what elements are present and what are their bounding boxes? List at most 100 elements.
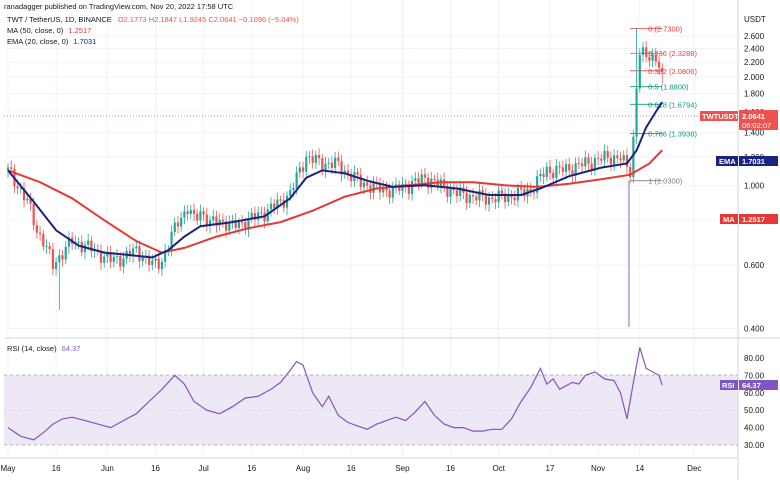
candle-body (574, 163, 577, 176)
candle-body (484, 194, 487, 205)
candle-body (189, 210, 192, 215)
candle-body (391, 186, 394, 198)
ma-legend-label[interactable]: MA (50, close, 0) (7, 26, 64, 35)
candle-body (205, 214, 208, 226)
candle-body (109, 252, 112, 263)
candle-body (475, 196, 478, 201)
time-tick-label: Jul (199, 464, 209, 473)
symbol-label[interactable]: TWT / TetherUS, 1D, BINANCE (7, 15, 112, 24)
candle-body (279, 199, 282, 201)
candle-body (22, 188, 26, 201)
candle-body (468, 195, 471, 203)
candle-body (135, 246, 138, 249)
candle-body (513, 197, 516, 201)
candle-body (115, 255, 119, 257)
fib-vertical-band (627, 180, 630, 327)
candle-body (645, 47, 648, 57)
candle-body (112, 256, 115, 263)
rsi-legend-label[interactable]: RSI (14, close) (7, 344, 57, 353)
candle-body (548, 166, 552, 173)
price-tag-countdown: 06:02:07 (742, 121, 771, 130)
candle-body (500, 190, 503, 194)
candle-body (257, 212, 260, 220)
rsi-tick-label: 80.00 (744, 354, 765, 363)
candle-body (593, 157, 596, 170)
candle-body (491, 197, 494, 200)
candle-body (394, 184, 398, 187)
candle-body (141, 257, 144, 262)
candle-body (106, 252, 109, 257)
rsi-tag-label: RSI (722, 381, 735, 390)
candle-body (629, 166, 632, 178)
candle-body (311, 156, 314, 163)
time-tick-label: 16 (446, 464, 455, 473)
candle-body (494, 199, 497, 203)
rsi-legend-value: 64.37 (62, 344, 81, 353)
candle-body (87, 240, 90, 245)
candle-body (622, 155, 625, 161)
fib-level-label: 0 (2.7300) (648, 24, 683, 33)
candle-body (330, 162, 334, 168)
candle-body (237, 221, 241, 228)
candle-body (231, 219, 234, 222)
candle-body (362, 182, 366, 188)
ema-legend-label[interactable]: EMA (20, close, 0) (7, 37, 69, 46)
candle-body (455, 190, 459, 197)
candle-body (545, 166, 548, 177)
candle-body (276, 199, 279, 209)
candle-body (16, 186, 19, 189)
rsi-line (7, 347, 663, 441)
axes: 0.4000.6000.8001.0001.2001.4001.6001.800… (0, 32, 764, 473)
candle-body (317, 154, 321, 159)
candle-body (19, 188, 22, 190)
time-tick-label: 16 (247, 464, 256, 473)
price-tag: 2.0641 06:02:07 (739, 110, 778, 130)
candle-body (366, 182, 369, 186)
candle-body (269, 203, 273, 210)
fib-retracement: 0 (2.7300) 0.236 (2.3288) 0.382 (2.0806) 0.… (627, 24, 697, 327)
candle-body (64, 246, 67, 260)
ma-tag-value: 1.2517 (742, 215, 765, 224)
price-tag-value: 2.0641 (742, 112, 765, 121)
candle-body (520, 187, 523, 190)
price-tick-label: 1.000 (744, 181, 765, 190)
fib-level-label: 0.236 (2.3288) (648, 49, 697, 58)
candle-body (29, 198, 32, 204)
candle-body (247, 218, 250, 230)
candle-body (641, 47, 645, 55)
fib-level-label: 1 (1.0300) (648, 177, 683, 186)
candle-body (350, 173, 353, 182)
candle-body (289, 190, 292, 196)
candle-body (58, 255, 61, 263)
candle-body (539, 174, 542, 177)
ma-tag: MA 1.2517 (720, 214, 778, 224)
candle-body (340, 161, 343, 175)
header-line-2: MA (50, close, 0) 1.2517 (7, 26, 91, 35)
candle-body (568, 164, 571, 171)
price-tick-label: 0.600 (744, 261, 765, 270)
pair-tag: TWTUSDT (700, 111, 739, 121)
candle-body (154, 258, 157, 261)
fib-level-label: 0.382 (2.0806) (648, 67, 697, 76)
time-tick-label: 16 (151, 464, 160, 473)
candle-body (266, 209, 269, 222)
candle-body (196, 213, 199, 221)
rsi-tick-label: 30.00 (744, 441, 765, 450)
candle-body (131, 248, 135, 257)
candle-body (298, 167, 301, 173)
candle-body (295, 172, 298, 189)
price-tick-label: 2.000 (744, 73, 765, 82)
time-tick-label: 14 (635, 464, 644, 473)
candle-body (138, 246, 141, 262)
price-tick-label: 1.800 (744, 89, 765, 98)
candle-body (600, 158, 603, 161)
candle-body (635, 88, 638, 137)
candle-body (648, 56, 651, 61)
candle-body (529, 188, 532, 193)
rsi-tag: RSI 64.37 (720, 380, 778, 390)
candle-body (224, 221, 228, 231)
candle-body (471, 195, 475, 197)
ema-tag: EMA 1.7031 (716, 156, 778, 166)
candle-body (388, 190, 391, 198)
